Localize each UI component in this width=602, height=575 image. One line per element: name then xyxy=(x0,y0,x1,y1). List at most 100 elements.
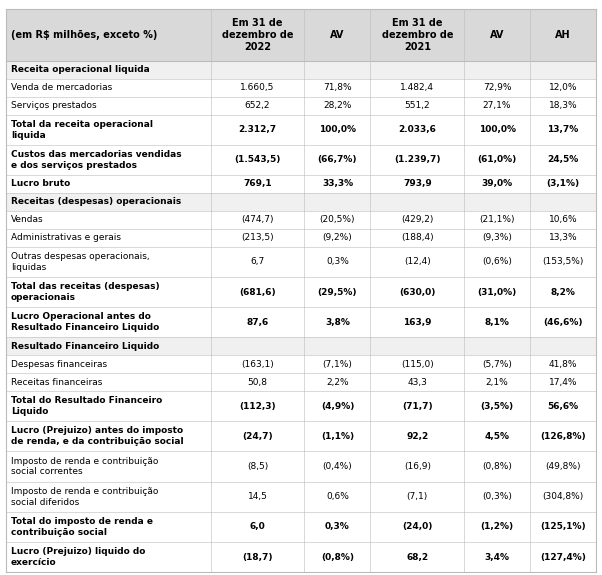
Text: (7,1%): (7,1%) xyxy=(323,360,352,369)
Text: 14,5: 14,5 xyxy=(247,492,267,501)
Text: 551,2: 551,2 xyxy=(405,101,430,110)
Text: (20,5%): (20,5%) xyxy=(320,215,355,224)
Text: (7,1): (7,1) xyxy=(406,492,428,501)
Text: (3,1%): (3,1%) xyxy=(547,179,580,189)
Text: (1.239,7): (1.239,7) xyxy=(394,155,441,164)
Text: (188,4): (188,4) xyxy=(401,233,433,242)
Text: (24,7): (24,7) xyxy=(243,432,273,441)
Bar xyxy=(6,145,596,175)
Text: (1.543,5): (1.543,5) xyxy=(234,155,281,164)
Text: Lucro bruto: Lucro bruto xyxy=(11,179,70,189)
Text: (9,2%): (9,2%) xyxy=(323,233,352,242)
Text: (31,0%): (31,0%) xyxy=(477,288,517,297)
Text: Receita operacional liquida: Receita operacional liquida xyxy=(11,66,149,74)
Bar xyxy=(6,79,596,97)
Text: 2,2%: 2,2% xyxy=(326,378,349,386)
Text: (8,5): (8,5) xyxy=(247,462,268,471)
Text: 33,3%: 33,3% xyxy=(322,179,353,189)
Text: (61,0%): (61,0%) xyxy=(477,155,517,164)
Bar xyxy=(6,229,596,247)
Text: (18,7): (18,7) xyxy=(243,553,273,562)
Text: (21,1%): (21,1%) xyxy=(479,215,515,224)
Text: 27,1%: 27,1% xyxy=(483,101,511,110)
Text: (163,1): (163,1) xyxy=(241,360,274,369)
Text: (4,9%): (4,9%) xyxy=(321,402,354,411)
Bar xyxy=(6,61,596,79)
Text: AV: AV xyxy=(490,30,504,40)
Text: Venda de mercadorias: Venda de mercadorias xyxy=(11,83,112,92)
Text: (112,3): (112,3) xyxy=(240,402,276,411)
Bar xyxy=(6,355,596,373)
Bar xyxy=(6,482,596,512)
Text: Administrativas e gerais: Administrativas e gerais xyxy=(11,233,121,242)
Text: 2.312,7: 2.312,7 xyxy=(238,125,277,134)
Text: 39,0%: 39,0% xyxy=(482,179,513,189)
Text: 3,4%: 3,4% xyxy=(485,553,509,562)
Text: (126,8%): (126,8%) xyxy=(540,432,586,441)
Bar xyxy=(6,338,596,355)
Text: (5,7%): (5,7%) xyxy=(482,360,512,369)
Text: (429,2): (429,2) xyxy=(401,215,433,224)
Text: 6,0: 6,0 xyxy=(250,522,265,531)
Text: (em R$ milhões, exceto %): (em R$ milhões, exceto %) xyxy=(11,30,157,40)
Text: 50,8: 50,8 xyxy=(247,378,268,386)
Text: (29,5%): (29,5%) xyxy=(318,288,357,297)
Text: 92,2: 92,2 xyxy=(406,432,429,441)
Text: 1.482,4: 1.482,4 xyxy=(400,83,434,92)
Text: Imposto de renda e contribuição
social diferidos: Imposto de renda e contribuição social d… xyxy=(11,487,158,507)
Text: 28,2%: 28,2% xyxy=(323,101,352,110)
Text: Total da receita operacional
liquida: Total da receita operacional liquida xyxy=(11,120,153,140)
Text: 12,0%: 12,0% xyxy=(549,83,577,92)
Text: (125,1%): (125,1%) xyxy=(540,522,586,531)
Text: (9,3%): (9,3%) xyxy=(482,233,512,242)
Text: 13,7%: 13,7% xyxy=(547,125,579,134)
Text: Imposto de renda e contribuição
social correntes: Imposto de renda e contribuição social c… xyxy=(11,457,158,477)
Text: 68,2: 68,2 xyxy=(406,553,428,562)
Text: (213,5): (213,5) xyxy=(241,233,274,242)
Text: 4,5%: 4,5% xyxy=(485,432,509,441)
Text: AH: AH xyxy=(555,30,571,40)
Text: Lucro Operacional antes do
Resultado Financeiro Liquido: Lucro Operacional antes do Resultado Fin… xyxy=(11,312,159,332)
Bar xyxy=(6,247,596,277)
Text: 1.660,5: 1.660,5 xyxy=(240,83,275,92)
Text: (0,3%): (0,3%) xyxy=(482,492,512,501)
Text: (115,0): (115,0) xyxy=(401,360,433,369)
Text: 8,2%: 8,2% xyxy=(551,288,576,297)
Text: Total do imposto de renda e
contribuição social: Total do imposto de renda e contribuição… xyxy=(11,517,153,536)
Text: (46,6%): (46,6%) xyxy=(543,317,583,327)
Text: 71,8%: 71,8% xyxy=(323,83,352,92)
Text: Em 31 de
dezembro de
2022: Em 31 de dezembro de 2022 xyxy=(222,18,293,52)
Text: (630,0): (630,0) xyxy=(399,288,435,297)
Text: 2.033,6: 2.033,6 xyxy=(399,125,436,134)
Text: (12,4): (12,4) xyxy=(404,258,430,266)
Text: Resultado Financeiro Liquido: Resultado Financeiro Liquido xyxy=(11,342,159,351)
Text: Total do Resultado Financeiro
Liquido: Total do Resultado Financeiro Liquido xyxy=(11,396,162,416)
Text: (24,0): (24,0) xyxy=(402,522,432,531)
Text: (0,8%): (0,8%) xyxy=(482,462,512,471)
Text: 3,8%: 3,8% xyxy=(325,317,350,327)
Text: 100,0%: 100,0% xyxy=(479,125,515,134)
Bar xyxy=(6,277,596,307)
Text: (16,9): (16,9) xyxy=(404,462,431,471)
Text: 56,6%: 56,6% xyxy=(547,402,579,411)
Text: 8,1%: 8,1% xyxy=(485,317,509,327)
Text: 41,8%: 41,8% xyxy=(549,360,577,369)
Bar xyxy=(6,373,596,391)
Text: (681,6): (681,6) xyxy=(240,288,276,297)
Text: 18,3%: 18,3% xyxy=(548,101,577,110)
Bar xyxy=(6,193,596,211)
Text: (1,1%): (1,1%) xyxy=(321,432,354,441)
Text: Total das receitas (despesas)
operacionais: Total das receitas (despesas) operaciona… xyxy=(11,282,160,302)
Text: (3,5%): (3,5%) xyxy=(480,402,514,411)
Bar xyxy=(6,114,596,145)
Text: 769,1: 769,1 xyxy=(243,179,272,189)
Text: Receitas (despesas) operacionais: Receitas (despesas) operacionais xyxy=(11,197,181,206)
Text: 652,2: 652,2 xyxy=(245,101,270,110)
Text: 0,3%: 0,3% xyxy=(326,258,349,266)
Text: 0,3%: 0,3% xyxy=(325,522,350,531)
Text: Serviços prestados: Serviços prestados xyxy=(11,101,96,110)
Bar xyxy=(6,97,596,114)
Text: 100,0%: 100,0% xyxy=(319,125,356,134)
Text: 24,5%: 24,5% xyxy=(547,155,579,164)
Text: Receitas financeiras: Receitas financeiras xyxy=(11,378,102,386)
